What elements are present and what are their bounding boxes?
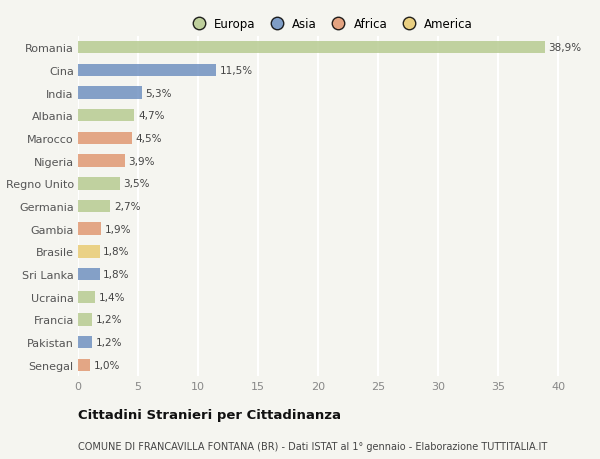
Text: 11,5%: 11,5% <box>220 66 253 76</box>
Text: 1,2%: 1,2% <box>96 315 122 325</box>
Bar <box>78 313 92 326</box>
Text: 3,5%: 3,5% <box>124 179 150 189</box>
Bar <box>78 178 120 190</box>
Legend: Europa, Asia, Africa, America: Europa, Asia, Africa, America <box>185 16 475 33</box>
Text: 1,8%: 1,8% <box>103 269 130 280</box>
Bar <box>78 336 92 349</box>
Bar <box>78 42 545 54</box>
Text: 38,9%: 38,9% <box>548 43 581 53</box>
Text: COMUNE DI FRANCAVILLA FONTANA (BR) - Dati ISTAT al 1° gennaio - Elaborazione TUT: COMUNE DI FRANCAVILLA FONTANA (BR) - Dat… <box>78 441 547 451</box>
Bar <box>78 268 100 281</box>
Text: 3,9%: 3,9% <box>128 156 155 166</box>
Bar <box>78 223 101 235</box>
Bar <box>78 110 134 122</box>
Text: 1,4%: 1,4% <box>98 292 125 302</box>
Bar <box>78 87 142 100</box>
Bar <box>78 64 216 77</box>
Text: 1,2%: 1,2% <box>96 337 122 347</box>
Text: 5,3%: 5,3% <box>145 88 172 98</box>
Text: 2,7%: 2,7% <box>114 202 140 212</box>
Bar <box>78 359 90 371</box>
Bar <box>78 200 110 213</box>
Bar <box>78 291 95 303</box>
Text: 4,5%: 4,5% <box>136 134 162 144</box>
Text: 1,8%: 1,8% <box>103 247 130 257</box>
Text: 1,0%: 1,0% <box>94 360 120 370</box>
Text: Cittadini Stranieri per Cittadinanza: Cittadini Stranieri per Cittadinanza <box>78 409 341 421</box>
Text: 1,9%: 1,9% <box>104 224 131 234</box>
Bar <box>78 155 125 168</box>
Text: 4,7%: 4,7% <box>138 111 164 121</box>
Bar <box>78 132 132 145</box>
Bar <box>78 246 100 258</box>
